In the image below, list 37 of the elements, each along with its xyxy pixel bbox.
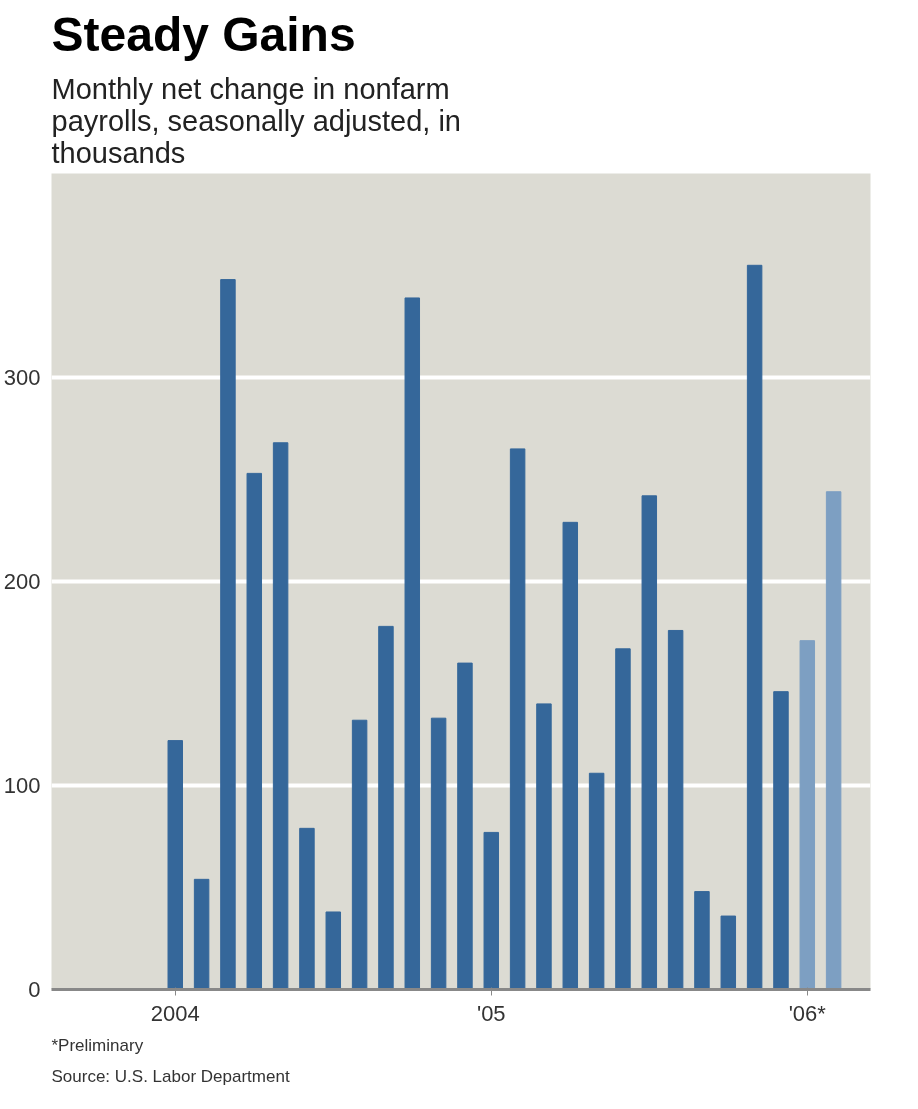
bar [641, 495, 658, 990]
bar [615, 648, 631, 990]
bar [483, 831, 500, 990]
bar [799, 640, 816, 990]
bar [299, 827, 315, 990]
bar [325, 911, 342, 990]
bar [246, 472, 263, 990]
bar [536, 703, 552, 990]
bar [746, 264, 763, 990]
x-tick-label: '06* [788, 1000, 827, 1026]
bar [562, 521, 579, 990]
bar [694, 891, 710, 990]
bar [457, 662, 473, 990]
text: *Preliminary [51, 1035, 144, 1055]
y-tick-label: 100 [3, 773, 41, 798]
chart-title: Steady Gains [51, 7, 356, 61]
x-tick-label: 2004 [150, 1000, 200, 1026]
bar [588, 772, 605, 990]
bar [773, 691, 789, 990]
bar [667, 629, 684, 990]
y-tick-label: 200 [3, 569, 41, 594]
bar [220, 279, 236, 990]
bar [825, 491, 842, 990]
bar [351, 719, 368, 990]
bar [167, 740, 184, 990]
y-tick-label: 300 [3, 365, 41, 390]
bar [193, 878, 210, 990]
source-note: Source: U.S. Labor Department [51, 1066, 290, 1086]
chart-subtitle: Monthly net change in nonfarm payrolls, seasonally adjusted, in thousands [51, 72, 461, 169]
bar [509, 448, 526, 990]
bar [378, 625, 394, 990]
x-tick-label: '05 [476, 1000, 506, 1026]
bar [272, 442, 289, 990]
bar [430, 717, 447, 990]
bar [404, 297, 421, 990]
y-tick-label: 0 [28, 977, 41, 1002]
bar [720, 915, 737, 990]
